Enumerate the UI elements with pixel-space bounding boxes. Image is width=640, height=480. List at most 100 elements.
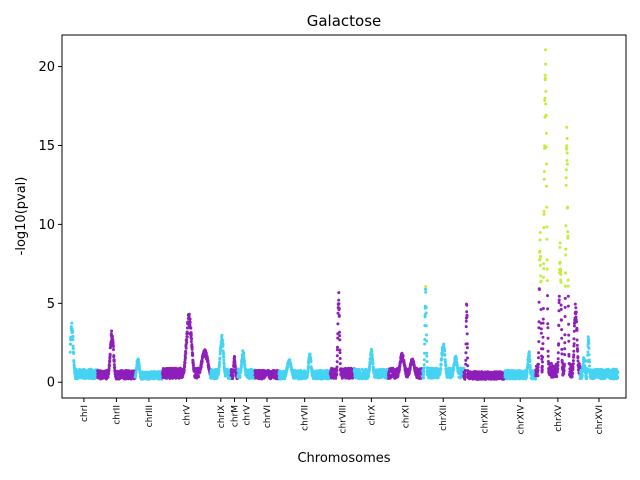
data-point <box>588 360 591 363</box>
data-point <box>110 330 113 333</box>
data-point <box>559 246 562 249</box>
data-point <box>190 340 193 343</box>
data-point <box>189 318 192 321</box>
data-point <box>544 63 547 66</box>
data-point <box>442 343 445 346</box>
data-point <box>567 334 570 337</box>
data-point <box>222 359 225 362</box>
data-point <box>566 230 569 233</box>
chromosome-points-chri-0 <box>69 322 99 381</box>
data-point <box>567 285 570 288</box>
data-point <box>369 360 372 363</box>
data-point <box>186 332 189 335</box>
data-point <box>286 366 289 369</box>
data-point <box>184 356 187 359</box>
data-point <box>566 152 569 155</box>
data-point <box>108 364 111 367</box>
x-tick-label-0: chrI <box>80 405 90 422</box>
data-point <box>309 353 312 356</box>
data-point <box>335 372 338 375</box>
data-point <box>338 307 341 310</box>
data-point <box>191 354 194 357</box>
data-point <box>242 351 245 354</box>
data-point <box>188 323 191 326</box>
data-point <box>112 348 115 351</box>
data-point <box>575 311 578 314</box>
data-point <box>544 74 547 77</box>
data-point <box>574 303 577 306</box>
data-point <box>466 364 469 367</box>
data-point <box>541 365 544 368</box>
x-axis: chrIchrIIchrIIIchrVchrIXchrMchrVchrVIchr… <box>80 398 605 434</box>
data-point <box>339 357 342 360</box>
data-point <box>201 360 204 363</box>
data-point <box>560 348 563 351</box>
chromosome-points-chriii-2 <box>134 358 164 381</box>
x-tick-label-5: chrM <box>230 405 240 427</box>
chart-title: Galactose <box>307 12 382 30</box>
chromosome-points-chrii-1 <box>96 330 137 381</box>
data-point <box>367 374 370 377</box>
data-point <box>537 366 540 369</box>
data-point <box>71 338 74 341</box>
data-point <box>200 365 203 368</box>
data-point <box>540 327 543 330</box>
data-point <box>572 365 575 368</box>
x-tick-label-4: chrIX <box>217 405 227 428</box>
data-point <box>565 176 568 179</box>
data-point <box>223 362 226 365</box>
y-tick-label: 5 <box>47 297 55 312</box>
data-point <box>546 307 549 310</box>
data-point <box>558 301 561 304</box>
data-point <box>583 360 586 363</box>
data-point <box>189 327 192 330</box>
data-point <box>563 341 566 344</box>
data-point <box>113 363 116 366</box>
x-tick-label-11: chrXI <box>402 405 412 428</box>
data-point <box>563 333 566 336</box>
data-point <box>560 308 563 311</box>
data-point <box>338 334 341 337</box>
chromosome-points-chrv-6 <box>236 349 256 380</box>
data-point <box>69 351 72 354</box>
chromosome-points-chrvii-8 <box>278 353 332 381</box>
data-point <box>564 297 567 300</box>
x-axis-title: Chromosomes <box>297 451 390 466</box>
data-point <box>221 339 224 342</box>
data-point <box>425 306 428 309</box>
data-point <box>439 367 442 370</box>
data-point <box>464 376 467 379</box>
data-point <box>588 364 591 367</box>
data-point <box>566 235 569 238</box>
data-point <box>338 314 341 317</box>
data-point <box>70 322 73 325</box>
data-point <box>616 371 619 374</box>
data-point <box>336 354 339 357</box>
x-tick-label-10: chrX <box>367 405 377 426</box>
data-point <box>541 347 544 350</box>
data-point <box>423 363 426 366</box>
data-point <box>112 345 115 348</box>
data-point <box>538 251 541 254</box>
data-point <box>107 372 110 375</box>
data-point <box>334 377 337 380</box>
data-point <box>455 358 458 361</box>
data-point <box>426 360 429 363</box>
data-point <box>543 170 546 173</box>
data-point <box>541 368 544 371</box>
data-point <box>307 365 310 368</box>
data-point <box>557 364 560 367</box>
data-point <box>547 350 550 353</box>
data-point <box>337 302 340 305</box>
data-point <box>439 372 442 375</box>
data-point <box>546 322 549 325</box>
data-point <box>538 301 541 304</box>
data-point <box>466 342 469 345</box>
data-point <box>190 333 193 336</box>
data-point <box>465 320 468 323</box>
y-tick-label: 10 <box>38 218 55 233</box>
chromosome-points-chrv-3 <box>161 313 212 380</box>
data-point <box>571 372 574 375</box>
data-point <box>565 159 568 162</box>
data-point <box>572 353 575 356</box>
